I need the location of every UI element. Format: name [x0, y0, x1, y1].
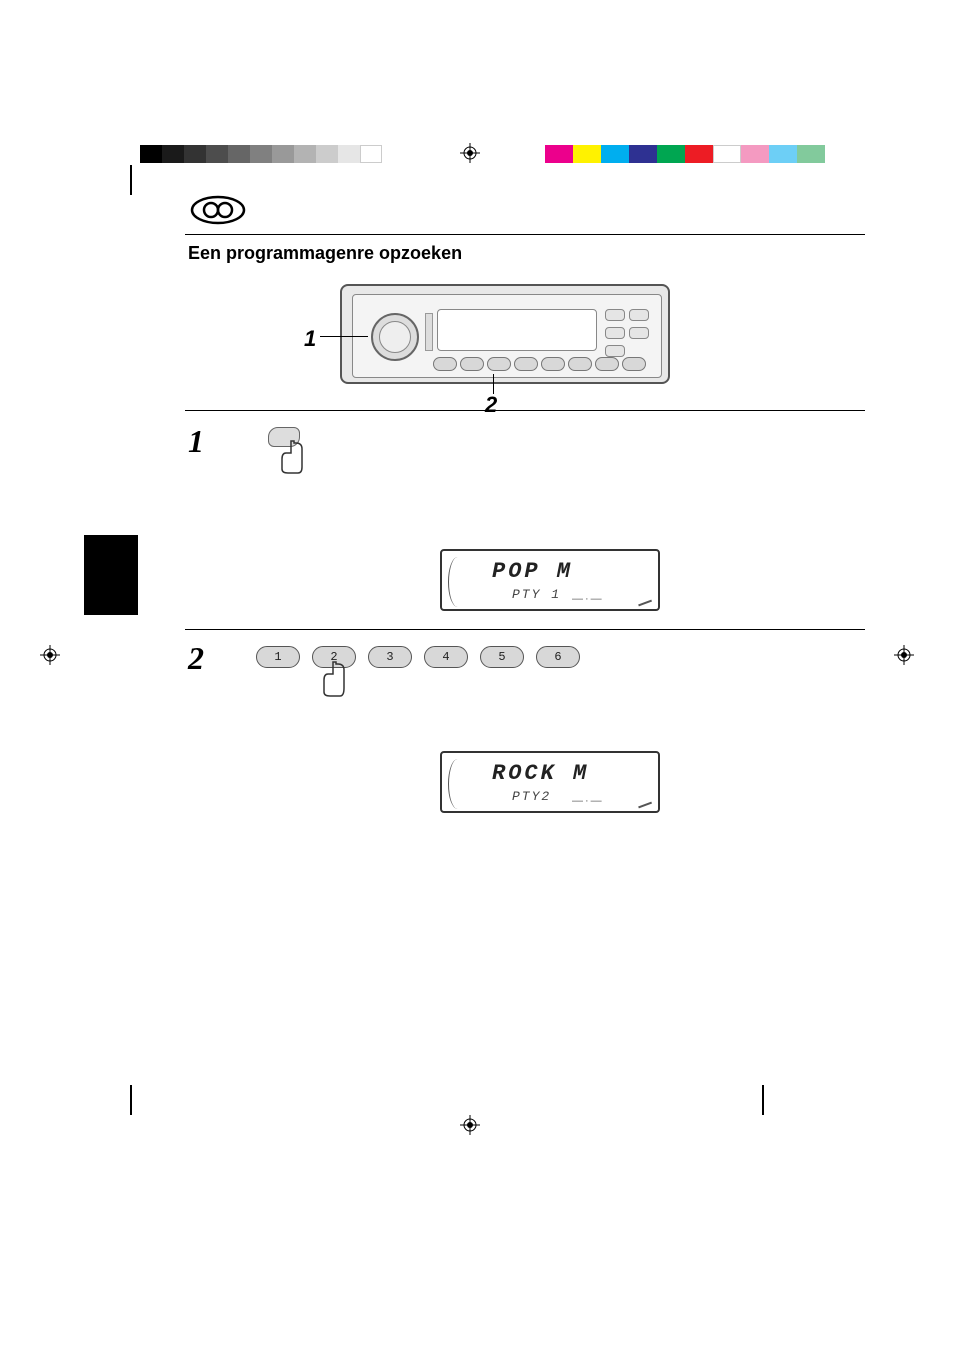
press-button-illustration: [268, 427, 328, 477]
lcd-sub-text: PTY2: [512, 789, 551, 804]
lcd-main-text: ROCK M: [492, 761, 589, 786]
callout-label-1: 1: [304, 326, 316, 352]
lcd-display-2: ROCK M PTY2 —·—: [440, 751, 660, 813]
grayscale-calibration-bar: [140, 145, 382, 163]
preset-button-row: 1 2 3 4 5 6: [256, 646, 580, 668]
callout-label-2: 2: [485, 392, 497, 418]
divider: [185, 410, 865, 411]
callout-line: [493, 374, 494, 394]
divider: [185, 629, 865, 630]
preset-button-4: 4: [424, 646, 468, 668]
step-number-1: 1: [188, 423, 228, 460]
finger-press-icon: [276, 439, 306, 475]
lcd-indicator: —·—: [572, 593, 604, 605]
lcd-indicator: —·—: [572, 795, 604, 807]
preset-button-6: 6: [536, 646, 580, 668]
device-illustration: 1 2: [310, 284, 710, 404]
finger-press-icon: [318, 660, 348, 698]
lcd-sub-text: PTY 1: [512, 587, 561, 602]
crop-mark: [130, 165, 132, 195]
section-title: Een programmagenre opzoeken: [188, 243, 864, 264]
preset-button-5: 5: [480, 646, 524, 668]
crop-mark: [130, 1085, 132, 1115]
registration-mark-icon: [460, 143, 480, 163]
brand-logo-icon: [190, 195, 864, 230]
step-number-2: 2: [188, 640, 228, 677]
color-calibration-bar: [545, 145, 825, 163]
crop-mark: [762, 1085, 764, 1115]
registration-mark-icon: [40, 645, 60, 665]
registration-mark-icon: [460, 1115, 480, 1135]
divider: [185, 234, 865, 235]
lcd-display-1: POP M PTY 1 —·—: [440, 549, 660, 611]
lcd-main-text: POP M: [492, 559, 573, 584]
language-tab: [84, 535, 138, 615]
registration-mark-icon: [894, 645, 914, 665]
callout-line: [320, 336, 368, 337]
preset-button-3: 3: [368, 646, 412, 668]
preset-button-1: 1: [256, 646, 300, 668]
